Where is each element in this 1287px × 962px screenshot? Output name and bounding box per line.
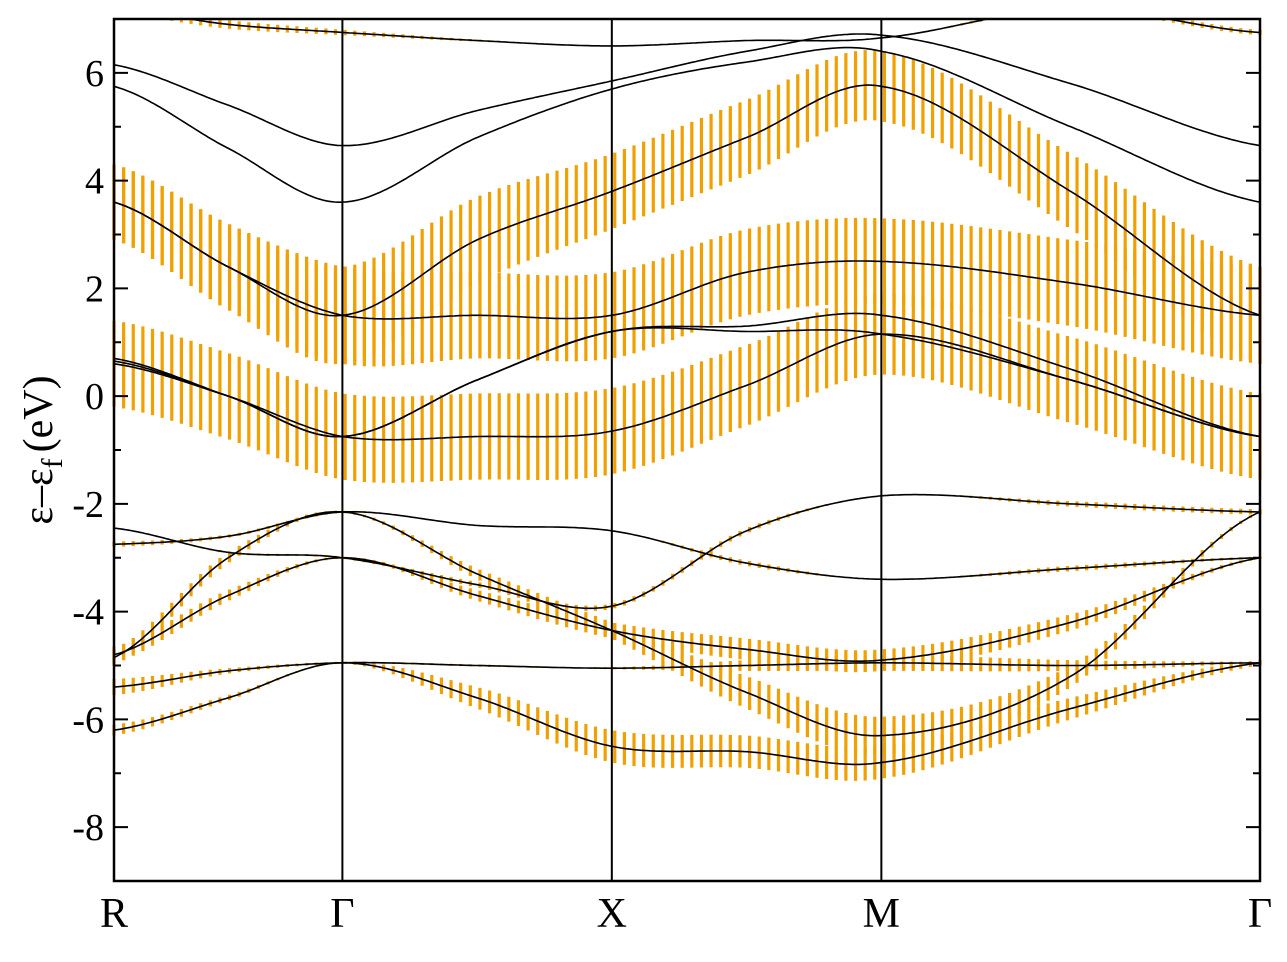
band-line-13 — [114, 33, 1260, 147]
y-tick-labels: 6 4 2 0 -2 -4 -6 -8 — [72, 53, 104, 849]
band-line-2 — [114, 661, 1260, 688]
y-tick-label: -8 — [72, 807, 104, 849]
band-line-10 — [114, 201, 1260, 320]
fatband-bars — [112, 19, 1262, 781]
band-line-14 — [184, 19, 1260, 47]
k-label: X — [597, 891, 627, 937]
y-tick-label: 0 — [85, 376, 104, 418]
y-tick-label: -6 — [72, 699, 104, 741]
k-label: Γ — [330, 891, 354, 937]
kpoint-separators — [341, 19, 883, 881]
band-lines — [114, 19, 1260, 766]
y-ticks — [114, 18, 1260, 882]
band-line-1 — [114, 662, 1260, 766]
band-line-11 — [114, 84, 1260, 317]
k-label: M — [863, 891, 900, 937]
band-line-6 — [114, 493, 1260, 610]
band-line-12 — [114, 46, 1260, 203]
y-axis-label: ε–εf(eV) — [16, 375, 69, 524]
y-tick-label: 2 — [85, 268, 104, 310]
y-tick-label: 6 — [85, 53, 104, 95]
band-line-5 — [114, 511, 1260, 581]
k-label: Γ — [1248, 891, 1272, 937]
y-tick-label: -4 — [72, 592, 104, 634]
y-tick-label: 4 — [85, 161, 104, 203]
band-line-3 — [114, 557, 1260, 662]
band-line-9 — [114, 312, 1260, 438]
k-label: R — [100, 891, 128, 937]
y-tick-label: -2 — [72, 484, 104, 526]
